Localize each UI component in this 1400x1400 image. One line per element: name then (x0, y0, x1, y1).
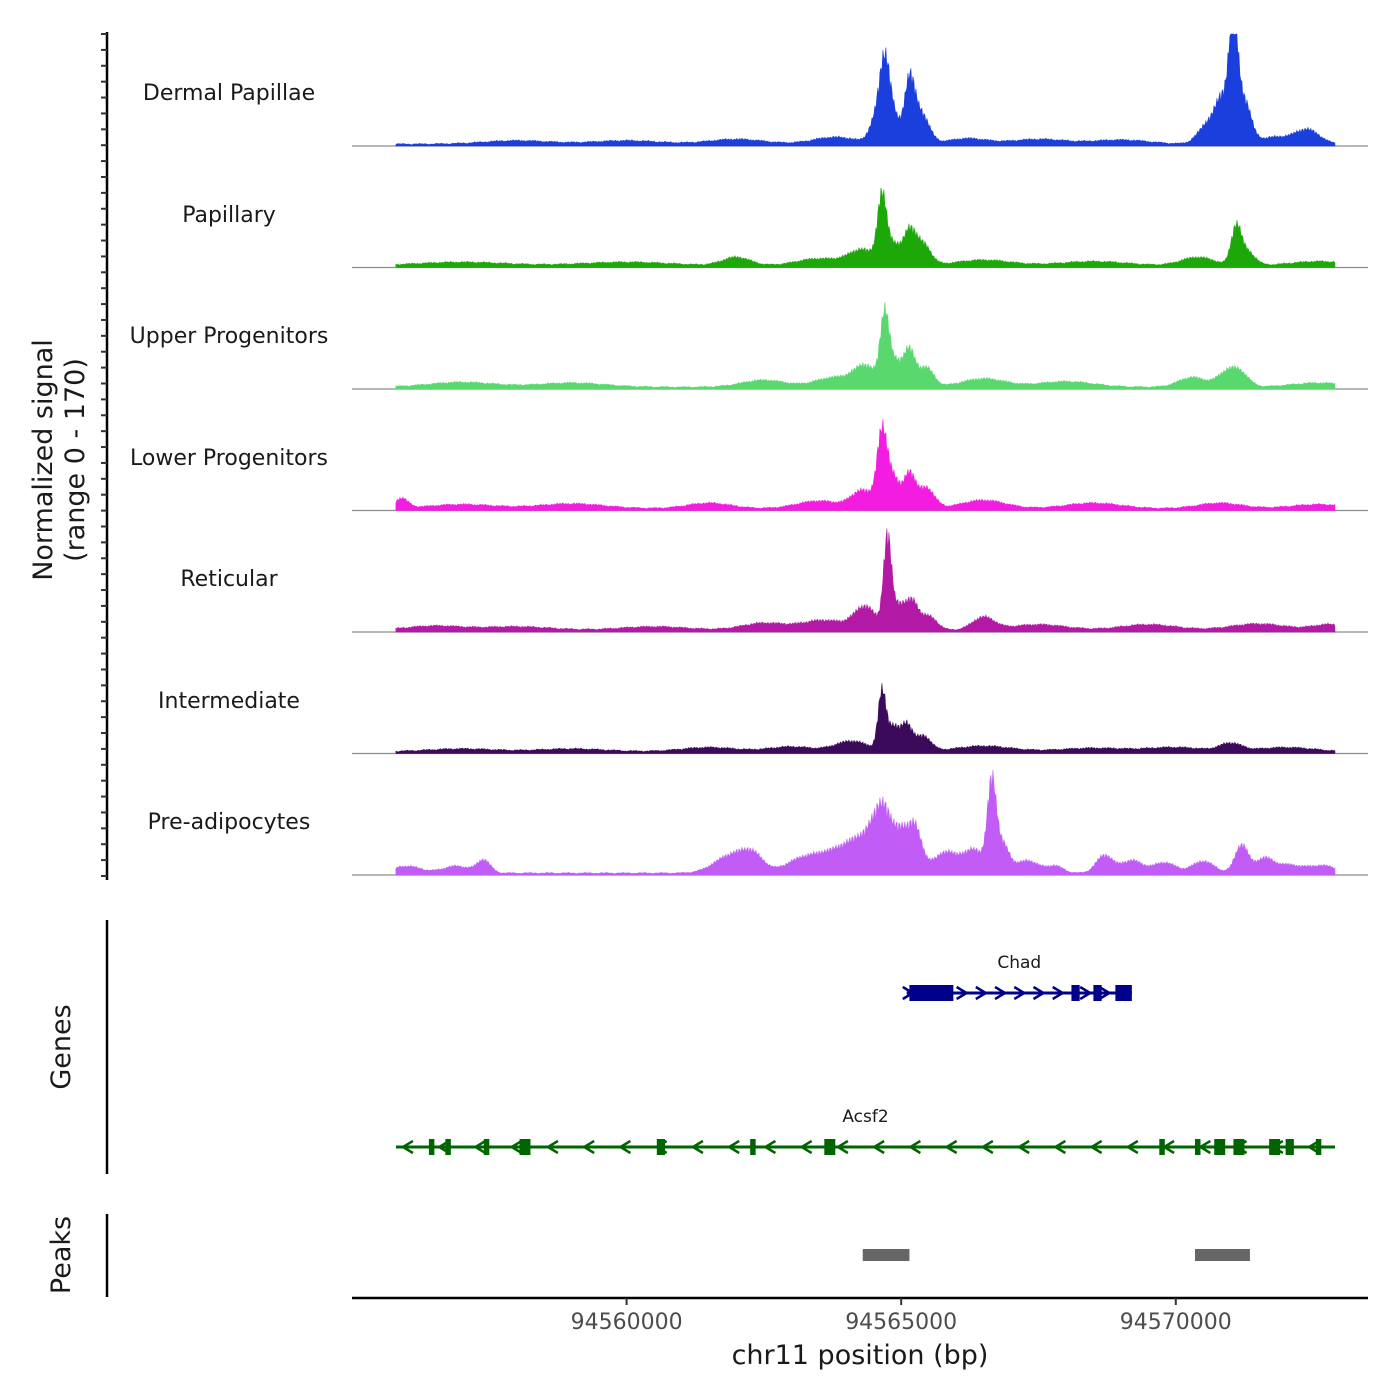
strand-arrow (545, 1139, 559, 1155)
strand-arrow (939, 985, 953, 1001)
gene-acsf2: Acsf2 (395, 1107, 1336, 1155)
strand-arrow (1234, 1139, 1248, 1155)
strand-arrow (799, 1139, 813, 1155)
strand-arrow (1125, 1139, 1139, 1155)
genes-track-label: Genes (46, 1004, 77, 1089)
gene-exon (656, 1139, 666, 1155)
gene-name-label: Acsf2 (842, 1107, 888, 1127)
strand-arrow (1032, 985, 1046, 1001)
track-pre-adipocytes: Pre-adipocytes (148, 770, 1368, 876)
track-label: Upper Progenitors (130, 324, 329, 349)
strand-arrow (1052, 1139, 1067, 1155)
track-intermediate: Intermediate (158, 683, 1368, 755)
peak-regions (862, 1249, 1250, 1261)
strand-arrow (1197, 1139, 1212, 1155)
track-upper-progenitors: Upper Progenitors (130, 301, 1368, 390)
track-label: Reticular (180, 567, 278, 592)
gene-exon (1285, 1139, 1294, 1155)
track-label: Intermediate (158, 689, 300, 714)
strand-arrow (472, 1139, 487, 1155)
strand-arrow (994, 985, 1008, 1001)
signal-tracks: Dermal Papillae Papillary Upper Progenitor… (130, 33, 1368, 876)
strand-arrow (617, 1139, 632, 1155)
strand-arrow (944, 1139, 958, 1155)
x-tick-label: 94570000 (1120, 1310, 1232, 1335)
strand-arrow (835, 1139, 849, 1155)
strand-arrow (1013, 985, 1027, 1001)
strand-arrow (902, 985, 916, 1001)
y-axis-label-line2: (range 0 - 170) (60, 358, 91, 562)
signal-area (395, 770, 1336, 876)
strand-arrow (1079, 985, 1093, 1001)
gene-exon (824, 1139, 836, 1155)
strand-arrow (726, 1139, 740, 1155)
signal-area (395, 683, 1336, 754)
track-dermal-papillae: Dermal Papillae (143, 33, 1368, 147)
gene-exon (483, 1139, 490, 1155)
gene-annotations: Chad Acsf2 (395, 953, 1336, 1155)
track-lower-progenitors: Lower Progenitors (130, 419, 1368, 512)
x-tick-label: 94565000 (845, 1310, 957, 1335)
track-label: Pre-adipocytes (148, 810, 311, 835)
strand-arrow (762, 1139, 777, 1155)
strand-arrow (871, 1139, 885, 1155)
strand-arrow (980, 1139, 994, 1155)
gene-exon (1315, 1139, 1322, 1155)
strand-arrow (1098, 985, 1112, 1001)
signal-area (395, 528, 1336, 633)
track-papillary: Papillary (182, 187, 1368, 269)
strand-arrow (907, 1139, 922, 1155)
signal-y-axis (101, 32, 109, 880)
strand-arrow (509, 1139, 523, 1155)
strand-arrow (1089, 1139, 1103, 1155)
y-axis-label-line1: Normalized signal (28, 339, 59, 581)
gene-exon (1214, 1139, 1226, 1155)
strand-arrow (1016, 1139, 1030, 1155)
gene-exon (519, 1139, 531, 1155)
strand-arrow (1052, 985, 1066, 1001)
strand-arrow (1270, 1139, 1284, 1155)
strand-arrow (654, 1139, 668, 1155)
gene-exon (428, 1139, 435, 1155)
signal-area (395, 301, 1336, 390)
gene-exon (1115, 985, 1132, 1001)
strand-arrow (1306, 1139, 1320, 1155)
strand-arrow (1161, 1139, 1175, 1155)
strand-arrow (975, 985, 989, 1001)
signal-area (395, 187, 1336, 268)
peak-region (862, 1249, 910, 1261)
gene-chad: Chad (902, 953, 1132, 1001)
gene-exon (909, 985, 954, 1001)
signal-area (395, 33, 1336, 147)
strand-arrow (400, 1139, 414, 1155)
gene-name-label: Chad (997, 953, 1041, 973)
peaks-track-label: Peaks (46, 1216, 77, 1294)
x-axis-title: chr11 position (bp) (732, 1340, 989, 1371)
track-label: Lower Progenitors (130, 446, 328, 471)
peak-region (1195, 1249, 1250, 1261)
strand-arrow (955, 985, 970, 1001)
track-reticular: Reticular (180, 528, 1368, 633)
x-axis-ticks: 94560000 94565000 94570000 (571, 1298, 1232, 1335)
strand-arrow (581, 1139, 595, 1155)
gene-exon (1195, 1139, 1201, 1155)
track-label: Dermal Papillae (143, 81, 315, 106)
gene-exon (445, 1139, 451, 1155)
track-label: Papillary (182, 203, 276, 228)
gene-exon (750, 1139, 756, 1155)
strand-arrow (690, 1139, 704, 1155)
gene-exon (1093, 985, 1102, 1001)
signal-area (395, 419, 1336, 511)
x-tick-label: 94560000 (571, 1310, 683, 1335)
gene-exon (1071, 985, 1080, 1001)
strand-arrow (436, 1139, 450, 1155)
